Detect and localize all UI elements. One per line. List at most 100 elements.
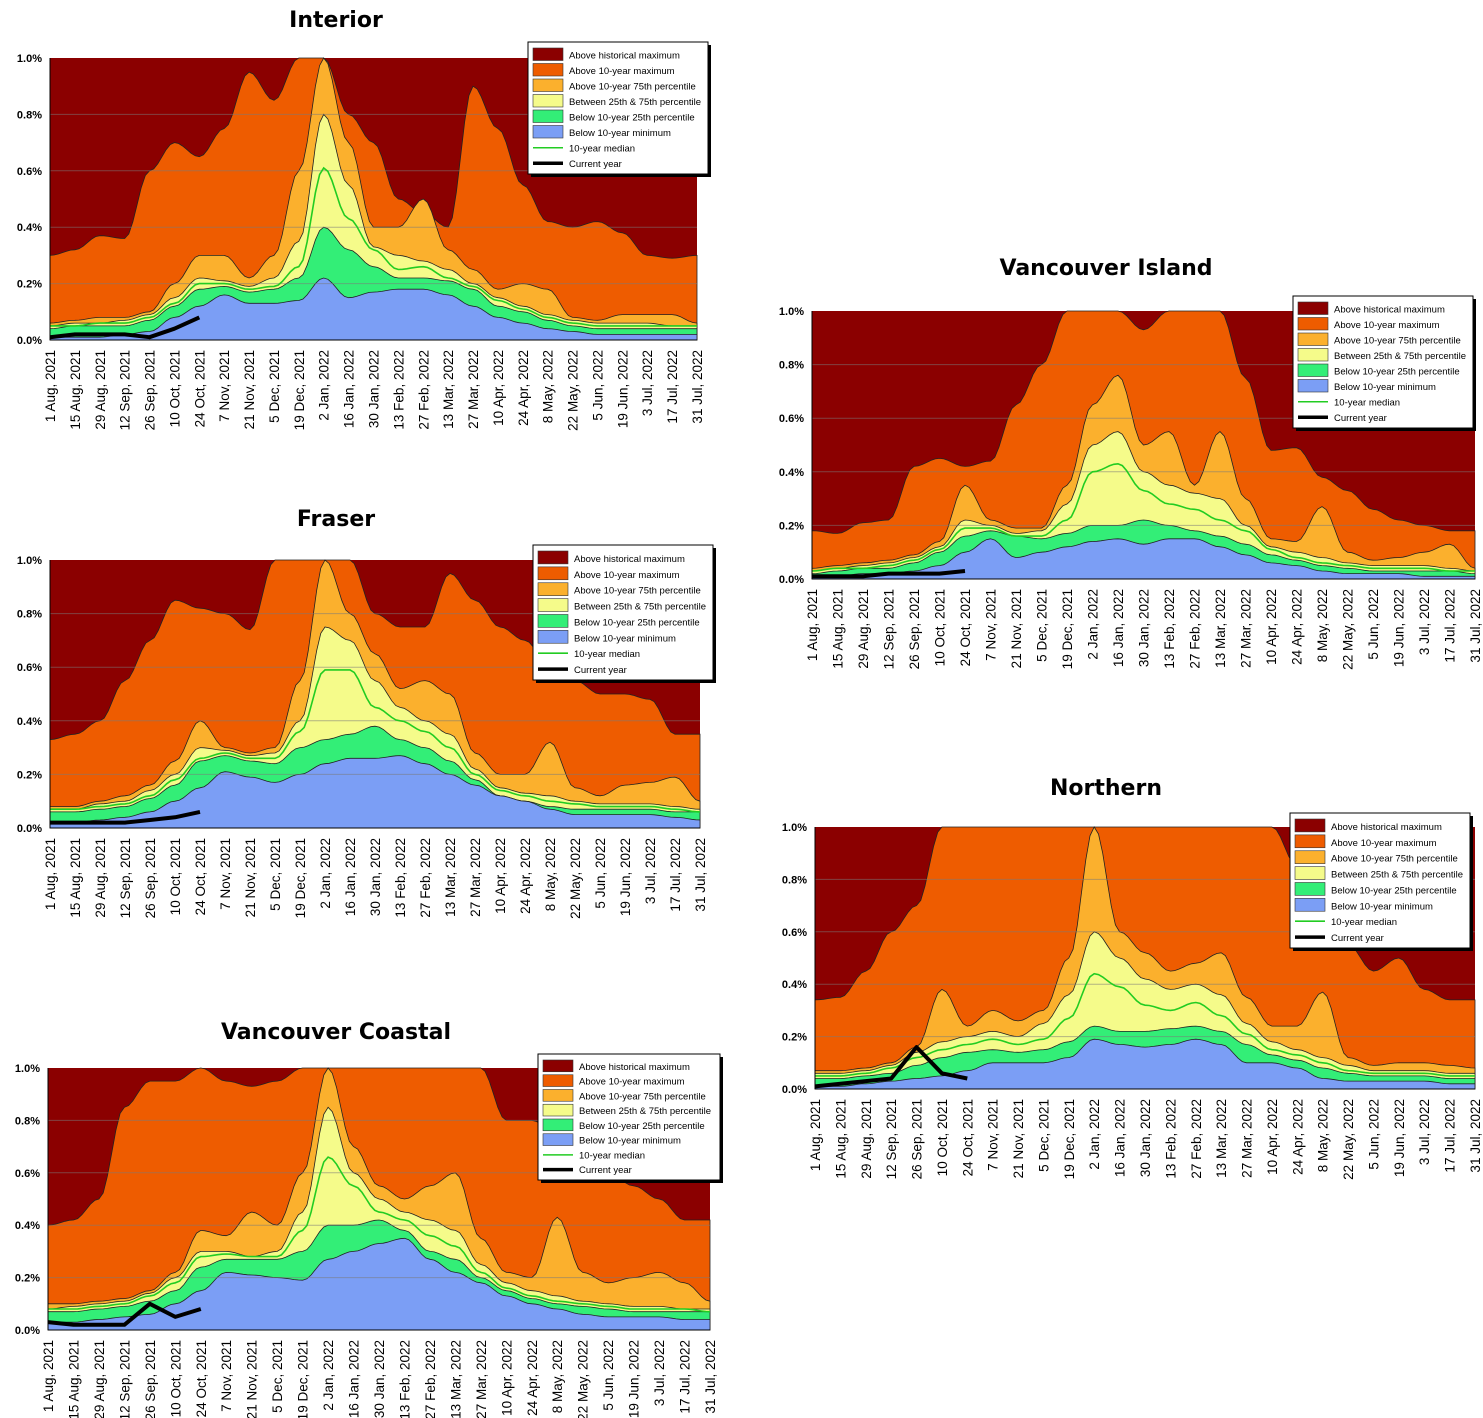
chart-svg: 1.0% 0.8% 0.6% 0.4% 0.2% 0.0%1 Aug, 2021 15 Au… [15,1053,723,1418]
x-tick-label: 3 Jul, 2022 [1417,1099,1432,1165]
y-tick-label: 1.0% [782,822,807,834]
x-tick-label: 22 May, 2022 [576,1340,591,1418]
legend-swatch [537,550,569,565]
x-tick-label: 10 Apr, 2022 [1265,1099,1280,1175]
legend-swatch [542,1074,574,1087]
area-band-between-25th-75th-percentile [814,931,1476,1090]
x-tick-label: 19 Jun, 2022 [618,838,633,916]
x-tick-label: 8 May, 2022 [1316,1099,1331,1172]
chart-panel-interior: Interior 1.0% 0.8% 0.6% 0.4% 0.2% 0.0% 1 Aug, … [0,0,720,470]
legend-label: Below 10-year 25th percentile [569,113,695,124]
x-tick-label: 27 Mar, 2022 [468,838,483,917]
x-tick-label: 7 Nov, 2021 [986,1099,1001,1171]
x-tick-label: 19 Jun, 2022 [615,350,630,428]
x-tick-label: 5 Jun, 2022 [1366,1099,1381,1170]
x-tick-label: 8 May, 2022 [1315,589,1330,662]
legend-label: Current year [1331,933,1384,944]
legend-swatch [537,630,569,644]
x-tick-label: 24 Oct, 2021 [960,1099,975,1176]
x-tick-label: 21 Nov, 2021 [243,838,258,917]
x-tick-label: 29 Aug, 2021 [93,350,108,430]
x-tick-label: 17 Jul, 2022 [1443,589,1458,663]
x-tick-label: 27 Mar, 2022 [1240,1099,1255,1178]
legend-label: Below 10-year 25th percentile [579,1121,705,1132]
x-tick-label: 15 Aug, 2021 [68,838,83,918]
x-tick-label: 26 Sep, 2021 [143,838,158,918]
area-band-below-10-year-minimum [47,1237,711,1331]
legend-swatch [542,1089,574,1102]
x-tick-label: 10 Apr, 2022 [491,350,506,426]
x-tick-label: 13 Mar, 2022 [1213,589,1228,668]
x-tick-label: 22 May, 2022 [566,350,581,431]
legend-label: Between 25th & 75th percentile [569,97,701,108]
x-tick-label: 12 Sep, 2021 [882,589,897,669]
x-tick-label: 7 Nov, 2021 [984,589,999,661]
x-tick-label: 29 Aug, 2021 [92,1340,107,1418]
legend-label: Below 10-year 25th percentile [1331,885,1457,896]
legend-swatch [1294,850,1326,864]
x-tick-label: 1 Aug, 2021 [808,1099,823,1171]
chart-panel-vancouver-island: Vancouver Island 1.0% 0.8% 0.6% 0.4% 0.2% 0.0… [760,252,1483,702]
x-tick-label: 24 Apr, 2022 [1290,1099,1305,1175]
y-tick-label: 0.4% [15,1220,40,1232]
x-tick-label: 27 Feb, 2022 [416,350,431,430]
x-tick-label: 8 May, 2022 [550,1340,565,1413]
legend-label: Current year [579,1165,632,1176]
legend-label: Above historical maximum [569,51,680,62]
x-tick-label: 5 Jun, 2022 [590,350,605,421]
x-tick-label: 12 Sep, 2021 [117,1340,132,1418]
y-tick-label: 0.4% [17,222,42,234]
x-tick-label: 27 Feb, 2022 [1188,589,1203,669]
x-tick-label: 19 Jun, 2022 [1392,589,1407,667]
legend-swatch [1294,818,1326,833]
x-tick-label: 5 Dec, 2021 [268,838,283,911]
legend-label: Below 10-year minimum [1331,901,1433,912]
x-tick-label: 27 Feb, 2022 [1189,1099,1204,1179]
current-year-line [49,315,201,340]
x-tick-label: 24 Oct, 2021 [193,838,208,915]
x-tick-label: 24 Apr, 2022 [516,350,531,426]
current-year-line [814,1045,968,1089]
x-tick-label: 16 Jan, 2022 [1113,1099,1128,1177]
x-tick-label: 1 Aug, 2021 [805,589,820,661]
x-tick-label: 19 Dec, 2021 [292,350,307,430]
y-tick-label: 0.8% [779,360,804,372]
legend-label: 10-year median [569,144,635,155]
chart-title: Interior [289,8,383,33]
x-tick-label: 15 Aug, 2021 [831,589,846,669]
legend-label: Below 10-year 25th percentile [1334,367,1460,378]
x-tick-label: 27 Feb, 2022 [418,838,433,918]
chart-svg: 1.0% 0.8% 0.6% 0.4% 0.2% 0.0%1 Aug, 2021 15 Au… [779,295,1483,670]
x-tick-label: 5 Dec, 2021 [1035,589,1050,662]
x-tick-label: 30 Jan, 2022 [368,838,383,916]
x-tick-label: 13 Feb, 2022 [1163,1099,1178,1179]
legend-swatch [1297,301,1329,315]
x-tick-label: 5 Jun, 2022 [593,838,608,909]
x-tick-label: 5 Dec, 2021 [1036,1099,1051,1172]
legend-swatch [1297,379,1329,393]
chart-panel-vancouver-coastal: Vancouver Coastal 1.0% 0.8% 0.6% 0.4% 0.2% 0.… [0,1016,725,1418]
legend-swatch [542,1133,574,1146]
legend-swatch [1297,348,1329,362]
x-tick-label: 8 May, 2022 [543,838,558,911]
x-tick-label: 31 Jul, 2022 [1468,589,1483,663]
x-tick-label: 24 Oct, 2021 [192,350,207,427]
x-tick-label: 29 Aug, 2021 [856,589,871,669]
x-tick-label: 5 Dec, 2021 [267,350,282,423]
y-tick-label: 0.6% [779,413,804,425]
legend-label: Above 10-year 75th percentile [579,1091,706,1102]
x-tick-label: 24 Apr, 2022 [1290,589,1305,665]
chart-title: Northern [1050,776,1162,801]
x-tick-label: 29 Aug, 2021 [93,838,108,918]
x-tick-label: 2 Jan, 2022 [1086,589,1101,660]
legend-label: Below 10-year minimum [574,633,676,644]
x-tick-label: 26 Sep, 2021 [907,589,922,669]
x-tick-label: 30 Jan, 2022 [1138,1099,1153,1177]
legend-label: 10-year median [1331,917,1397,928]
x-tick-label: 2 Jan, 2022 [321,1340,336,1411]
chart-title: Vancouver Coastal [220,1020,452,1045]
y-tick-label: 1.0% [17,555,42,567]
legend-swatch [1294,882,1326,896]
x-tick-label: 17 Jul, 2022 [678,1340,693,1414]
y-tick-label: 0.2% [17,769,42,781]
